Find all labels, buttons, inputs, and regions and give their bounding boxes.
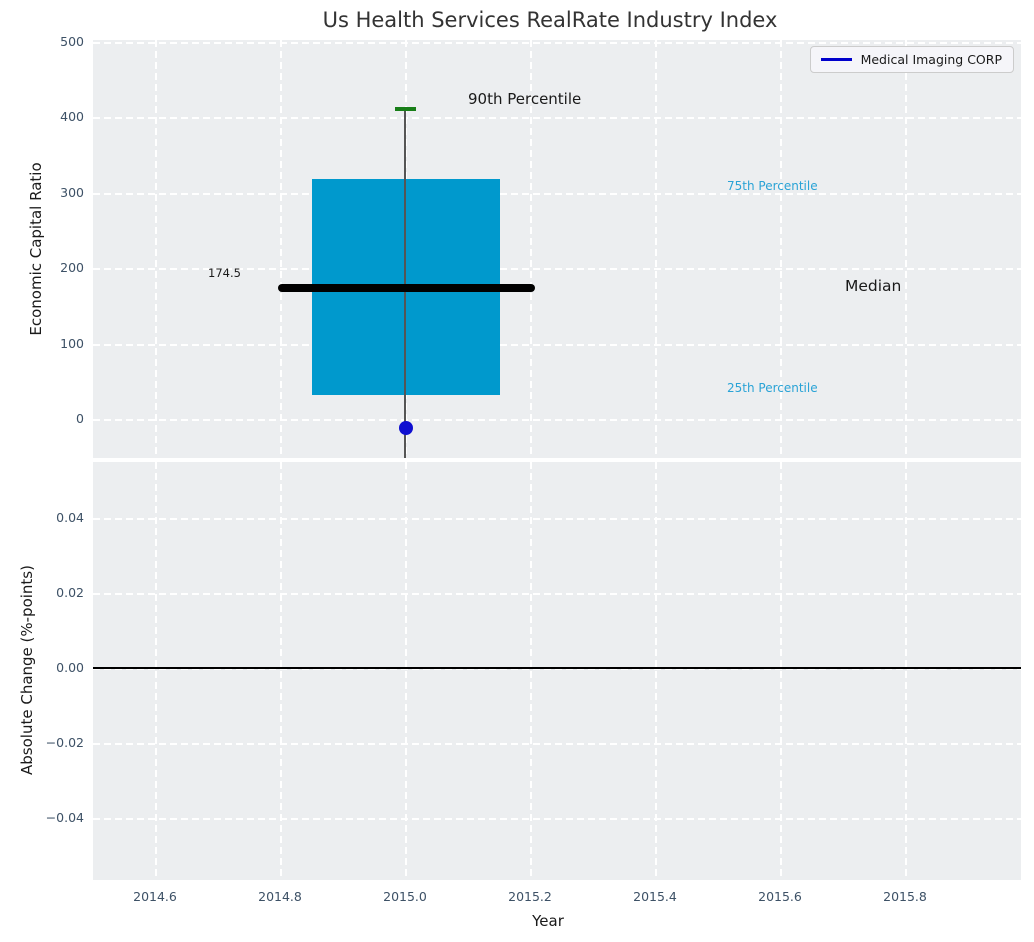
xtick-label: 2015.4 (633, 889, 677, 904)
xtick-label: 2015.0 (383, 889, 427, 904)
gridline-vertical (780, 40, 782, 458)
gridline-vertical (655, 40, 657, 458)
gridline-vertical (405, 462, 407, 880)
gridline-vertical (780, 462, 782, 880)
gridline-vertical (905, 40, 907, 458)
ytick-label: 0.04 (56, 510, 84, 525)
ytick-label: 400 (60, 109, 84, 124)
ytick-label: 0.00 (56, 660, 84, 675)
ylabel-economic-capital-ratio: Economic Capital Ratio (27, 162, 45, 336)
boxplot-median-line (278, 284, 535, 292)
gridline-horizontal (93, 343, 1021, 346)
ytick-label: 0 (76, 411, 84, 426)
annotation-median-value: 174.5 (208, 266, 241, 280)
xlabel-year: Year (532, 912, 564, 930)
legend-label: Medical Imaging CORP (860, 52, 1002, 67)
ytick-label: 0.02 (56, 585, 84, 600)
gridline-horizontal (93, 518, 1021, 520)
ytick-label: 300 (60, 185, 84, 200)
gridline-horizontal (93, 419, 1021, 421)
boxplot-90th-percentile-cap (395, 107, 416, 111)
gridline-horizontal (93, 117, 1021, 119)
legend-line-icon (820, 58, 852, 61)
axes-absolute-change (93, 462, 1021, 880)
ylabel-absolute-change: Absolute Change (%-points) (18, 565, 36, 775)
gridline-vertical (905, 462, 907, 880)
gridline-vertical (655, 462, 657, 880)
chart-title: Us Health Services RealRate Industry Ind… (322, 8, 778, 32)
xtick-label: 2015.2 (508, 889, 552, 904)
gridline-horizontal (93, 743, 1021, 745)
gridline-vertical (280, 40, 282, 458)
ytick-label: −0.02 (45, 735, 84, 750)
zero-reference-line (93, 667, 1021, 669)
legend: Medical Imaging CORP (809, 46, 1014, 73)
boxplot-whisker (404, 108, 406, 458)
xtick-label: 2015.6 (758, 889, 802, 904)
xtick-label: 2014.6 (133, 889, 177, 904)
company-data-point (399, 421, 413, 435)
annotation-median: Median (845, 277, 902, 295)
gridline-vertical (155, 40, 157, 458)
ytick-label: −0.04 (45, 810, 84, 825)
xtick-label: 2015.8 (883, 889, 927, 904)
annotation-90th-percentile: 90th Percentile (468, 90, 582, 108)
ytick-label: 200 (60, 260, 84, 275)
gridline-vertical (530, 462, 532, 880)
annotation-25th-percentile: 25th Percentile (727, 381, 818, 395)
ytick-label: 100 (60, 336, 84, 351)
gridline-horizontal (93, 593, 1021, 595)
annotation-75th-percentile: 75th Percentile (727, 179, 818, 193)
ytick-label: 500 (60, 34, 84, 49)
gridline-horizontal (93, 41, 1021, 44)
gridline-vertical (155, 462, 157, 880)
gridline-horizontal (93, 818, 1021, 820)
xtick-label: 2014.8 (258, 889, 302, 904)
gridline-horizontal (93, 192, 1021, 195)
axes-economic-capital-ratio: 90th Percentile 75th Percentile Median 2… (93, 40, 1021, 458)
gridline-vertical (280, 462, 282, 880)
